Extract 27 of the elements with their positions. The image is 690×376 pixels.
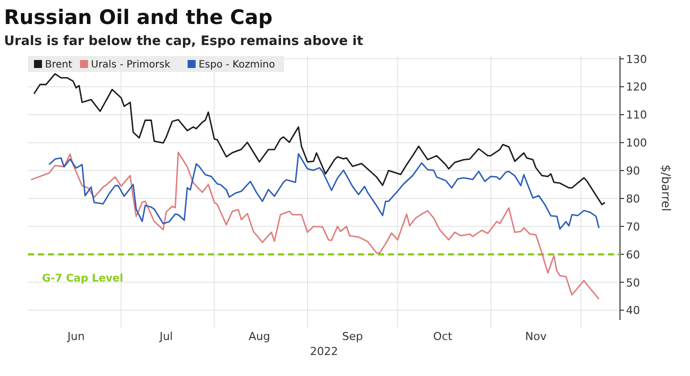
y-tick-label: 110 xyxy=(626,108,647,122)
x-tick-label: Jun xyxy=(66,330,85,343)
legend-label: Espo - Kozmino xyxy=(198,60,275,70)
y-tick-label: 80 xyxy=(626,192,640,206)
y-axis-title: $/barrel xyxy=(659,164,673,212)
x-tick-label: Sep xyxy=(342,330,363,343)
y-tick-label: 120 xyxy=(626,80,647,94)
y-tick-label: 40 xyxy=(626,304,640,318)
x-tick-label: Oct xyxy=(433,330,453,343)
y-tick-label: 70 xyxy=(626,220,640,234)
line-series xyxy=(30,152,600,300)
x-axis-title: 2022 xyxy=(310,345,338,358)
x-tick-label: Aug xyxy=(248,330,270,343)
line-series xyxy=(48,153,600,230)
chart-title: Russian Oil and the Cap xyxy=(4,5,273,29)
y-tick-label: 100 xyxy=(626,136,647,150)
x-tick-label: Nov xyxy=(525,330,548,343)
chart-subtitle: Urals is far below the cap, Espo remains above it xyxy=(4,34,364,49)
y-tick-label: 90 xyxy=(626,164,640,178)
ref-line-label: G-7 Cap Level xyxy=(42,272,124,284)
y-tick-label: 130 xyxy=(626,52,647,66)
legend-label: Brent xyxy=(45,60,72,70)
x-tick-label: Jul xyxy=(158,330,173,343)
legend-label: Urals - Primorsk xyxy=(91,60,170,70)
y-tick-label: 50 xyxy=(626,276,640,290)
line-series xyxy=(33,73,606,206)
y-tick-label: 60 xyxy=(626,248,640,262)
